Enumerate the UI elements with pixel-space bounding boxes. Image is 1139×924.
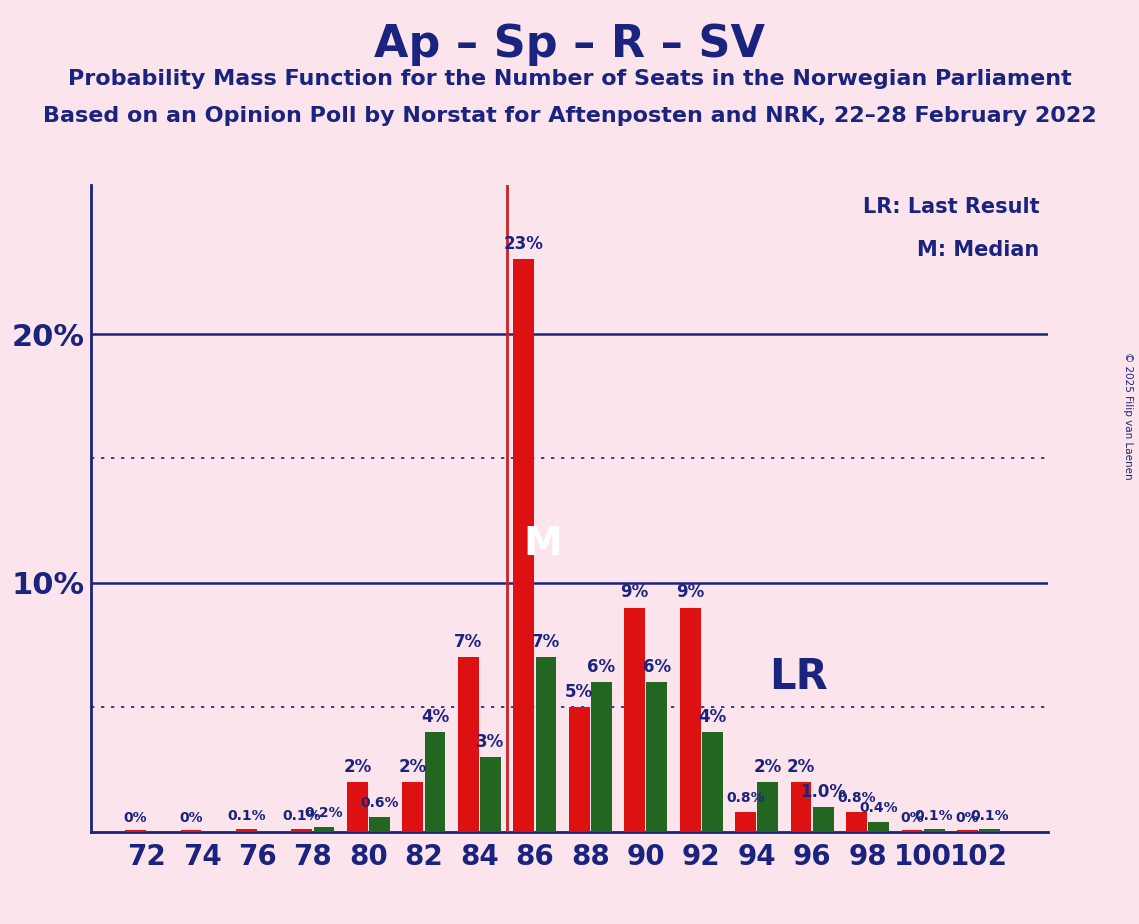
Bar (735, 811, 756, 832)
Text: 2%: 2% (399, 758, 427, 775)
Text: M: M (524, 525, 563, 563)
Text: Ap – Sp – R – SV: Ap – Sp – R – SV (374, 23, 765, 67)
Text: 0.4%: 0.4% (860, 801, 898, 816)
Text: © 2025 Filip van Laenen: © 2025 Filip van Laenen (1123, 352, 1133, 480)
Text: Based on an Opinion Poll by Norstat for Aftenposten and NRK, 22–28 February 2022: Based on an Opinion Poll by Norstat for … (42, 106, 1097, 127)
Bar (292, 829, 312, 832)
Text: 0.1%: 0.1% (915, 808, 953, 823)
Bar (125, 831, 146, 832)
Bar (647, 682, 667, 832)
Bar (591, 682, 612, 832)
Bar (181, 831, 202, 832)
Bar (480, 757, 501, 832)
Text: 7%: 7% (532, 633, 560, 651)
Bar (313, 827, 335, 832)
Text: 5%: 5% (565, 683, 593, 701)
Text: Probability Mass Function for the Number of Seats in the Norwegian Parliament: Probability Mass Function for the Number… (67, 69, 1072, 90)
Bar (790, 782, 811, 832)
Bar (813, 807, 834, 832)
Bar (957, 831, 978, 832)
Text: 0.8%: 0.8% (727, 792, 765, 806)
Text: 3%: 3% (476, 733, 505, 750)
Bar (514, 260, 534, 832)
Bar (924, 829, 944, 832)
Bar (347, 782, 368, 832)
Text: 2%: 2% (754, 758, 781, 775)
Bar (980, 829, 1000, 832)
Bar (757, 782, 778, 832)
Text: M: Median: M: Median (917, 239, 1040, 260)
Bar (425, 732, 445, 832)
Text: LR: LR (769, 656, 828, 699)
Text: 4%: 4% (698, 708, 727, 726)
Bar (535, 658, 556, 832)
Text: 0.1%: 0.1% (970, 808, 1009, 823)
Text: 0%: 0% (900, 811, 924, 825)
Text: 1.0%: 1.0% (801, 783, 846, 800)
Text: 0.8%: 0.8% (837, 792, 876, 806)
Text: 9%: 9% (677, 583, 704, 602)
Text: 0.1%: 0.1% (282, 808, 321, 823)
Text: 0%: 0% (179, 811, 203, 825)
Bar (458, 658, 478, 832)
Text: 0.6%: 0.6% (360, 796, 399, 810)
Text: 0.2%: 0.2% (305, 807, 343, 821)
Text: 4%: 4% (421, 708, 449, 726)
Text: 7%: 7% (454, 633, 483, 651)
Text: 0%: 0% (956, 811, 980, 825)
Bar (702, 732, 723, 832)
Text: 2%: 2% (343, 758, 371, 775)
Bar (846, 811, 867, 832)
Text: LR: Last Result: LR: Last Result (863, 197, 1040, 217)
Text: 0.1%: 0.1% (227, 808, 265, 823)
Bar (680, 608, 700, 832)
Bar (868, 821, 890, 832)
Text: 0%: 0% (124, 811, 147, 825)
Text: 23%: 23% (503, 236, 543, 253)
Text: 6%: 6% (642, 658, 671, 676)
Text: 2%: 2% (787, 758, 816, 775)
Bar (624, 608, 645, 832)
Bar (902, 831, 923, 832)
Bar (402, 782, 424, 832)
Bar (369, 817, 390, 832)
Bar (568, 707, 590, 832)
Text: 9%: 9% (621, 583, 649, 602)
Bar (236, 829, 256, 832)
Text: 6%: 6% (588, 658, 615, 676)
